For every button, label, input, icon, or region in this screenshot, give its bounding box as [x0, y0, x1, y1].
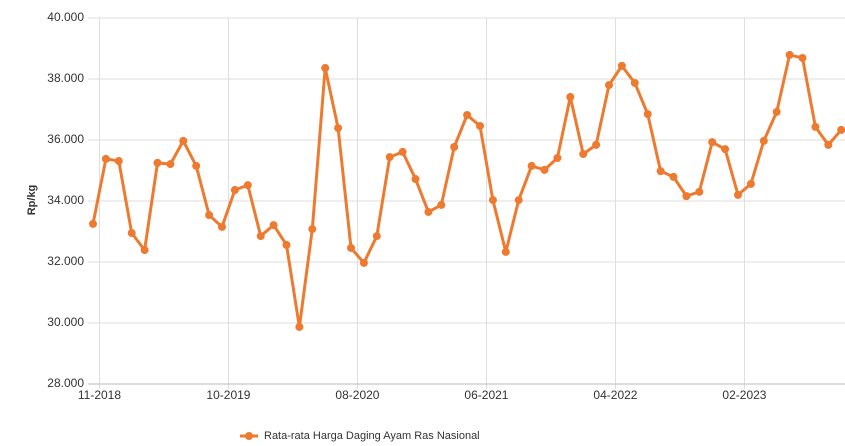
data-point — [114, 157, 123, 166]
data-point — [205, 211, 214, 220]
y-tick-label: 36.000 — [47, 132, 84, 146]
data-point — [166, 160, 175, 169]
x-tick-label: 11-2018 — [78, 388, 121, 402]
data-point — [488, 196, 497, 205]
data-point — [347, 243, 355, 252]
data-point — [321, 64, 330, 73]
data-point — [127, 229, 136, 238]
data-point — [708, 138, 717, 147]
data-point — [334, 124, 343, 133]
data-point — [411, 175, 420, 184]
y-tick-label: 40.000 — [47, 10, 84, 24]
data-point — [140, 246, 149, 255]
data-point — [617, 61, 626, 70]
data-point — [656, 167, 665, 176]
data-point — [424, 207, 433, 216]
data-point — [811, 122, 820, 131]
data-point — [592, 140, 601, 149]
data-point — [450, 143, 459, 152]
x-tick-label: 06-2021 — [464, 388, 508, 402]
x-tick-label: 04-2022 — [593, 388, 637, 402]
y-tick-label: 28.000 — [47, 376, 84, 390]
data-point — [785, 50, 794, 59]
y-tick-label: 34.000 — [47, 193, 84, 207]
data-point — [295, 322, 304, 331]
data-point — [643, 110, 652, 119]
data-point — [579, 150, 588, 159]
data-point — [359, 258, 368, 267]
data-point — [308, 225, 317, 234]
data-point — [269, 221, 278, 230]
data-point — [256, 232, 265, 241]
data-point — [463, 110, 472, 119]
legend-label: Rata-rata Harga Daging Ayam Ras Nasional — [264, 430, 480, 442]
data-point — [527, 161, 536, 170]
data-point — [682, 192, 691, 201]
data-point — [476, 121, 484, 130]
data-point — [101, 154, 110, 163]
data-point — [824, 140, 833, 149]
data-point — [630, 78, 639, 87]
series-line — [91, 53, 843, 329]
data-point — [243, 181, 252, 190]
data-point — [437, 200, 446, 209]
data-point — [695, 187, 704, 196]
legend-marker — [245, 432, 253, 440]
data-point — [553, 153, 562, 162]
data-point — [540, 165, 549, 174]
data-point — [746, 179, 755, 188]
data-point — [218, 222, 226, 231]
data-point — [385, 153, 394, 162]
x-tick-label: 08-2020 — [335, 388, 379, 402]
y-tick-label: 30.000 — [47, 315, 84, 329]
data-point — [721, 145, 730, 154]
data-point — [798, 53, 807, 62]
x-tick-label: 10-2019 — [206, 388, 250, 402]
data-point — [605, 81, 613, 90]
x-tick-label: 02-2023 — [722, 388, 766, 402]
data-point — [179, 136, 188, 145]
y-tick-label: 32.000 — [47, 254, 84, 268]
data-point — [192, 161, 201, 170]
y-tick-label: 38.000 — [47, 71, 84, 85]
data-point — [282, 240, 291, 249]
data-point — [566, 92, 575, 101]
data-point — [89, 219, 97, 228]
data-point — [669, 172, 678, 181]
data-point — [514, 196, 523, 205]
data-point — [837, 125, 845, 134]
data-point — [759, 136, 768, 145]
data-point — [372, 232, 381, 241]
data-point — [230, 186, 239, 195]
data-point — [153, 158, 162, 167]
data-point — [772, 107, 781, 116]
data-point — [398, 147, 407, 156]
data-point — [501, 247, 510, 256]
y-axis-label: Rp/kg — [26, 185, 38, 216]
data-point — [734, 190, 742, 199]
